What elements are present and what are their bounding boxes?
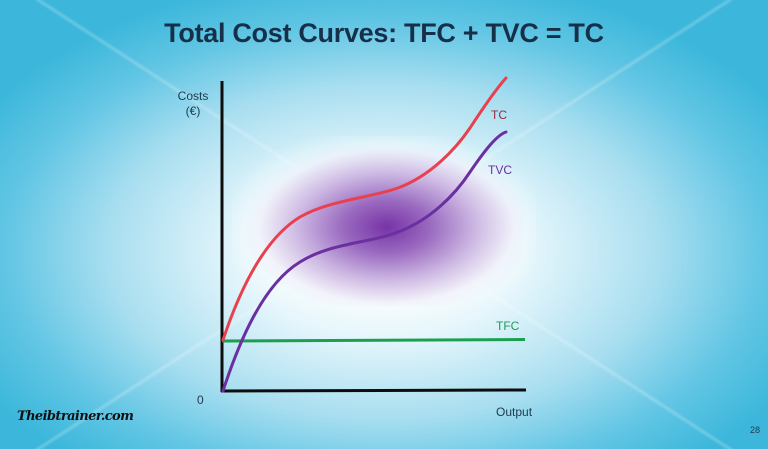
page-number: 28 <box>749 425 760 435</box>
tfc-curve <box>221 338 526 343</box>
tvc-curve <box>221 130 508 393</box>
y-axis-label-line1: Costs <box>177 89 209 103</box>
tfc-label: TFC <box>496 319 520 333</box>
x-axis <box>220 388 527 393</box>
y-axis-label-line2: (€) <box>185 104 201 118</box>
tc-label: TC <box>491 108 507 122</box>
tvc-label: TVC <box>488 163 512 177</box>
purple-gradient-square <box>245 148 523 306</box>
slide-title: Total Cost Curves: TFC + TVC = TC <box>164 18 604 48</box>
theibtrainer-logo: Theibtrainer.com <box>17 409 134 424</box>
origin-label: 0 <box>197 393 204 407</box>
x-axis-label: Output <box>496 405 533 419</box>
y-axis-label: Costs (€) <box>170 89 216 119</box>
tc-curve <box>221 76 508 342</box>
